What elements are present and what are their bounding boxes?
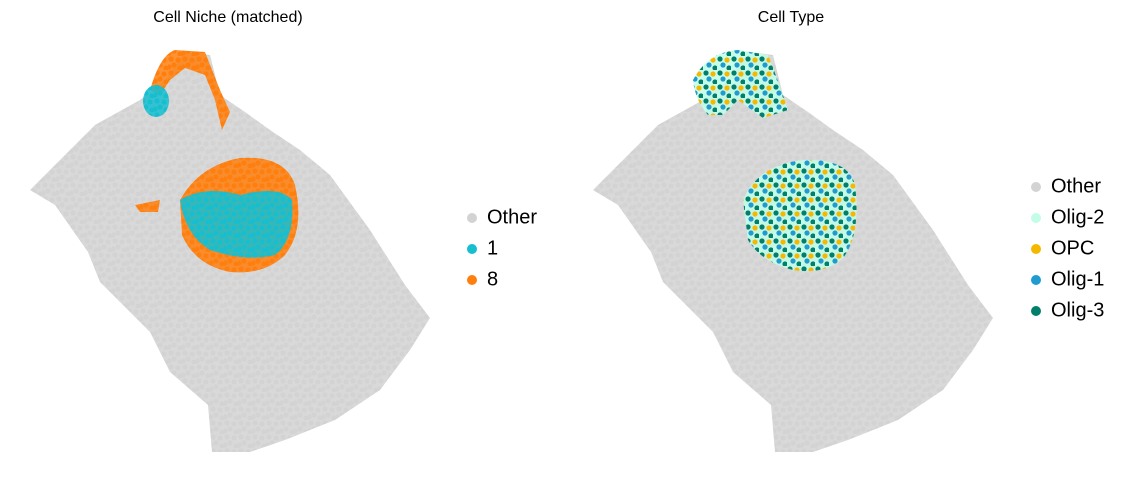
niche-region	[150, 50, 230, 130]
legend-marker	[1031, 275, 1041, 285]
chart-title: Cell Niche (matched)	[153, 9, 302, 26]
legend-label: Olig-1	[1051, 268, 1104, 290]
legend-marker	[467, 213, 477, 223]
legend-marker	[1031, 306, 1041, 316]
chart-title: Cell Type	[758, 9, 825, 26]
legend-label: Other	[1051, 175, 1101, 197]
legend-marker	[1031, 213, 1041, 223]
legend-label: Other	[487, 206, 537, 228]
niche-region	[135, 200, 160, 212]
niche-region	[180, 191, 293, 258]
legend-label: Olig-3	[1051, 299, 1104, 321]
scatter-panel	[593, 50, 993, 452]
legend-label: Olig-2	[1051, 206, 1104, 228]
legend-label: 8	[487, 268, 498, 290]
legend-marker	[467, 244, 477, 254]
celltype-region	[693, 50, 788, 118]
legend-marker	[467, 275, 477, 285]
scatter-panel	[30, 50, 430, 452]
niche-region	[143, 85, 169, 117]
legend-marker	[1031, 182, 1041, 192]
celltype-region	[743, 159, 857, 272]
legend-label: 1	[487, 237, 498, 259]
legend-marker	[1031, 244, 1041, 254]
legend-label: OPC	[1051, 237, 1094, 259]
